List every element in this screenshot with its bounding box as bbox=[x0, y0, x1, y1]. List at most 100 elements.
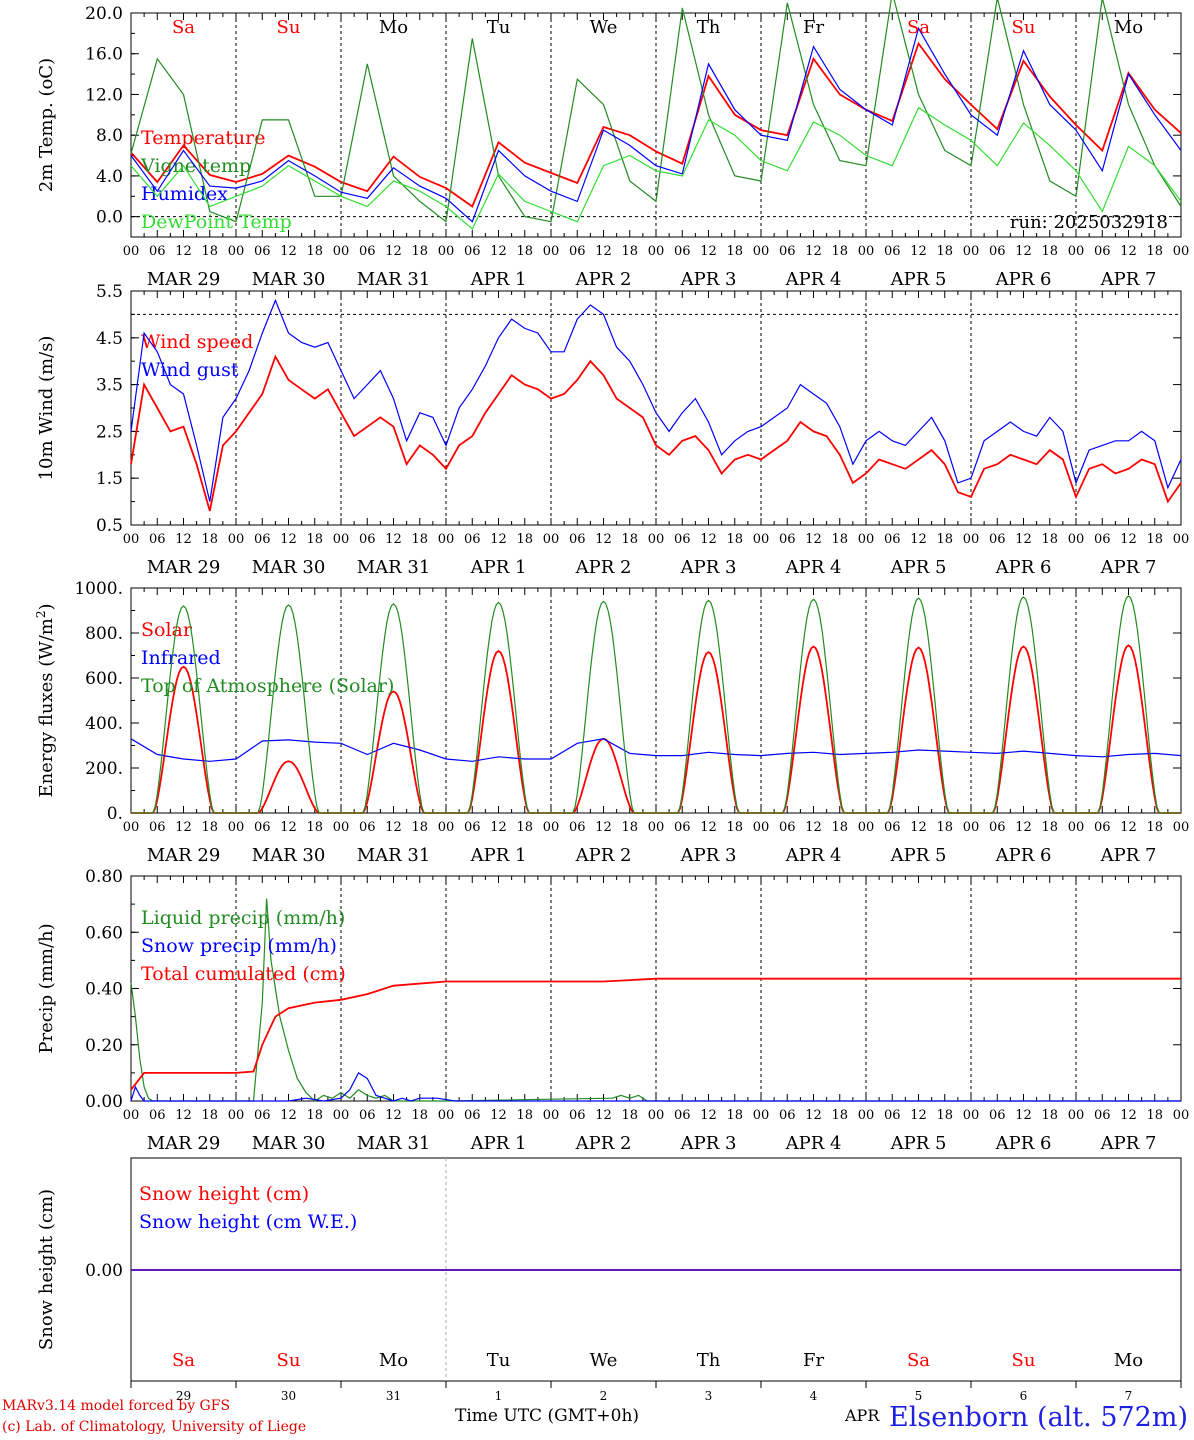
hour-tick-label: 06 bbox=[569, 244, 586, 259]
legend-entry: Snow height (cm) bbox=[139, 1183, 309, 1205]
hour-tick-label: 18 bbox=[936, 1108, 953, 1123]
date-label: APR 3 bbox=[680, 557, 737, 578]
hour-tick-label: 06 bbox=[674, 820, 691, 835]
date-label: APR 7 bbox=[1100, 845, 1157, 866]
date-label: MAR 30 bbox=[252, 1133, 326, 1154]
hour-tick-label: 06 bbox=[254, 244, 271, 259]
hour-tick-label: 18 bbox=[1041, 532, 1058, 547]
date-label: APR 5 bbox=[890, 845, 947, 866]
date-label: APR 1 bbox=[470, 845, 527, 866]
date-label: MAR 31 bbox=[357, 557, 431, 578]
hour-tick-label: 18 bbox=[1146, 1108, 1163, 1123]
date-label: APR 5 bbox=[890, 1133, 947, 1154]
hour-tick-label: 06 bbox=[149, 1108, 166, 1123]
hour-tick-label: 06 bbox=[884, 532, 901, 547]
hour-tick-label: 18 bbox=[831, 532, 848, 547]
date-label: MAR 31 bbox=[357, 1133, 431, 1154]
y-tick-label: 0.60 bbox=[85, 923, 123, 943]
hour-tick-label: 06 bbox=[359, 820, 376, 835]
hour-tick-label: 00 bbox=[543, 532, 560, 547]
hour-tick-label: 00 bbox=[753, 532, 770, 547]
y-tick-label: 1.5 bbox=[96, 469, 123, 489]
weekday-label-bottom: Su bbox=[277, 1350, 301, 1371]
hour-tick-label: 06 bbox=[359, 244, 376, 259]
date-label: APR 5 bbox=[890, 269, 947, 290]
unit-superscript: 2 bbox=[34, 610, 48, 618]
hour-tick-label: 00 bbox=[438, 532, 455, 547]
hour-tick-label: 06 bbox=[779, 1108, 796, 1123]
hour-tick-label: 12 bbox=[490, 820, 507, 835]
hour-tick-label: 12 bbox=[175, 532, 192, 547]
day-number-label: 4 bbox=[810, 1389, 818, 1403]
series-line-green bbox=[131, 595, 1181, 814]
y-tick-label: 4.0 bbox=[96, 167, 123, 187]
hour-tick-label: 00 bbox=[1173, 820, 1190, 835]
hour-tick-label: 00 bbox=[333, 820, 350, 835]
hour-tick-label: 00 bbox=[543, 244, 560, 259]
legend-entry: Temperature bbox=[141, 127, 265, 149]
panel-1: 00 06 12 18 00 06 12 18 00 06 12 18 00 06 12 18 00 06 12 18… bbox=[36, 0, 1189, 290]
date-label: APR 7 bbox=[1100, 1133, 1157, 1154]
hour-tick-label: 18 bbox=[306, 1108, 323, 1123]
hour-tick-label: 18 bbox=[621, 532, 638, 547]
run-label: run: 2025032918 bbox=[1010, 212, 1168, 233]
date-label: APR 2 bbox=[575, 269, 632, 290]
y-tick-label: 4.5 bbox=[96, 329, 123, 349]
hour-tick-label: 12 bbox=[490, 532, 507, 547]
legend-entry: Total cumulated (cm) bbox=[141, 963, 346, 985]
hour-tick-label: 12 bbox=[700, 532, 717, 547]
hour-tick-label: 06 bbox=[779, 244, 796, 259]
hour-tick-label: 06 bbox=[1094, 244, 1111, 259]
hour-tick-label: 00 bbox=[123, 1108, 140, 1123]
hour-tick-label: 18 bbox=[516, 1108, 533, 1123]
panel-4: 00 06 12 18 00 06 12 18 00 06 12 18 00 06 12 18 00 06 12 18… bbox=[36, 867, 1189, 1154]
hour-tick-label: 00 bbox=[648, 532, 665, 547]
legend-entry: Liquid precip (mm/h) bbox=[141, 907, 345, 929]
hour-tick-label: 00 bbox=[648, 244, 665, 259]
hour-tick-label: 00 bbox=[123, 820, 140, 835]
date-label: MAR 29 bbox=[147, 269, 221, 290]
legend-entry: Solar bbox=[141, 619, 193, 641]
date-label: APR 5 bbox=[890, 557, 947, 578]
hour-tick-label: 00 bbox=[1068, 532, 1085, 547]
date-label: APR 2 bbox=[575, 1133, 632, 1154]
hour-tick-label: 06 bbox=[464, 244, 481, 259]
hour-tick-label: 06 bbox=[359, 532, 376, 547]
date-label: APR 4 bbox=[785, 557, 842, 578]
hour-tick-label: 18 bbox=[516, 820, 533, 835]
day-number-label: 6 bbox=[1020, 1389, 1028, 1403]
legend-entry: Snow precip (mm/h) bbox=[141, 935, 337, 957]
day-number-label: 31 bbox=[386, 1389, 401, 1403]
hour-tick-label: 00 bbox=[648, 1108, 665, 1123]
weekday-label-top: Sa bbox=[172, 17, 195, 38]
weekday-label-bottom: Sa bbox=[907, 1350, 930, 1371]
hour-tick-label: 06 bbox=[254, 820, 271, 835]
day-number-label: 1 bbox=[495, 1389, 503, 1403]
hour-tick-label: 00 bbox=[543, 1108, 560, 1123]
hour-tick-label: 00 bbox=[228, 244, 245, 259]
y-tick-label: 1000. bbox=[74, 579, 123, 599]
hour-tick-label: 06 bbox=[674, 244, 691, 259]
hour-tick-label: 00 bbox=[963, 1108, 980, 1123]
unit-close: ) bbox=[36, 603, 57, 610]
hour-tick-label: 06 bbox=[989, 532, 1006, 547]
hour-tick-label: 12 bbox=[1120, 1108, 1137, 1123]
hour-tick-label: 18 bbox=[201, 244, 218, 259]
hour-tick-label: 18 bbox=[411, 1108, 428, 1123]
weekday-label-bottom: Mo bbox=[379, 1350, 408, 1371]
day-number-label: 30 bbox=[281, 1389, 296, 1403]
hour-tick-label: 00 bbox=[228, 532, 245, 547]
legend-entry: Humidex bbox=[141, 183, 228, 205]
date-label: APR 6 bbox=[995, 1133, 1052, 1154]
hour-tick-label: 06 bbox=[149, 244, 166, 259]
hour-tick-label: 18 bbox=[306, 820, 323, 835]
model-credit: MARv3.14 model forced by GFS bbox=[2, 1398, 231, 1414]
hour-tick-label: 06 bbox=[989, 1108, 1006, 1123]
hour-tick-label: 06 bbox=[569, 1108, 586, 1123]
hour-tick-label: 00 bbox=[963, 820, 980, 835]
date-label: APR 6 bbox=[995, 845, 1052, 866]
hour-tick-label: 00 bbox=[753, 820, 770, 835]
hour-tick-label: 12 bbox=[805, 1108, 822, 1123]
date-label: MAR 31 bbox=[357, 845, 431, 866]
hour-tick-label: 18 bbox=[726, 1108, 743, 1123]
